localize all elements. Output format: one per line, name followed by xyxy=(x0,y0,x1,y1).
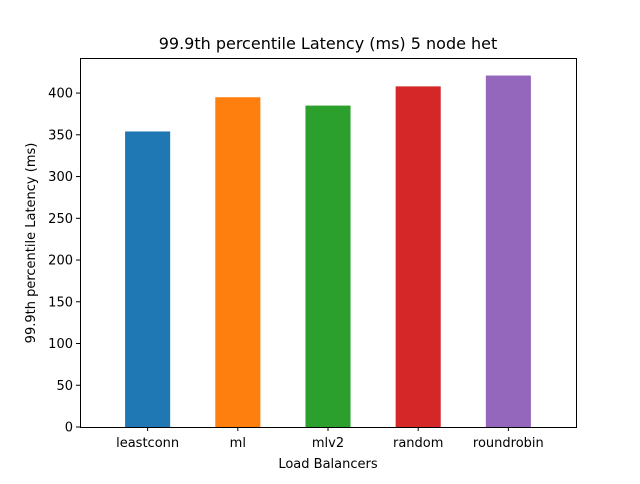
y-tick-label: 250 xyxy=(48,212,73,227)
y-axis-ticks: 0 50 100 150 200 250 300 350 400 xyxy=(48,87,80,436)
bar-roundrobin xyxy=(485,75,531,427)
x-tick-label-random: random xyxy=(393,436,443,451)
y-tick-label: 150 xyxy=(48,295,73,310)
x-tick-label-roundrobin: roundrobin xyxy=(473,436,544,451)
y-tick-label: 400 xyxy=(48,87,73,102)
y-tick-label: 0 xyxy=(65,421,73,436)
plot-frame xyxy=(80,58,577,428)
x-tick-label-leastconn: leastconn xyxy=(116,436,179,451)
chart-title: 99.9th percentile Latency (ms) 5 node he… xyxy=(159,34,498,53)
y-tick-label: 200 xyxy=(48,254,73,269)
x-axis-label: Load Balancers xyxy=(278,457,378,472)
bar-leastconn xyxy=(125,131,171,427)
y-tick-label: 350 xyxy=(48,128,73,143)
bars-group xyxy=(125,75,531,428)
y-tick-label: 50 xyxy=(56,379,73,394)
bar-mlv2 xyxy=(305,105,351,428)
x-tick-label-ml: ml xyxy=(230,436,246,451)
x-tick-label-mlv2: mlv2 xyxy=(312,436,344,451)
x-axis-ticks: leastconn ml mlv2 random roundrobin xyxy=(116,427,544,451)
y-tick-label: 300 xyxy=(48,170,73,185)
bar-ml xyxy=(215,97,261,428)
bar-random xyxy=(395,86,441,427)
y-tick-label: 100 xyxy=(48,337,73,352)
y-axis-label: 99.9th percentile Latency (ms) xyxy=(24,143,39,344)
